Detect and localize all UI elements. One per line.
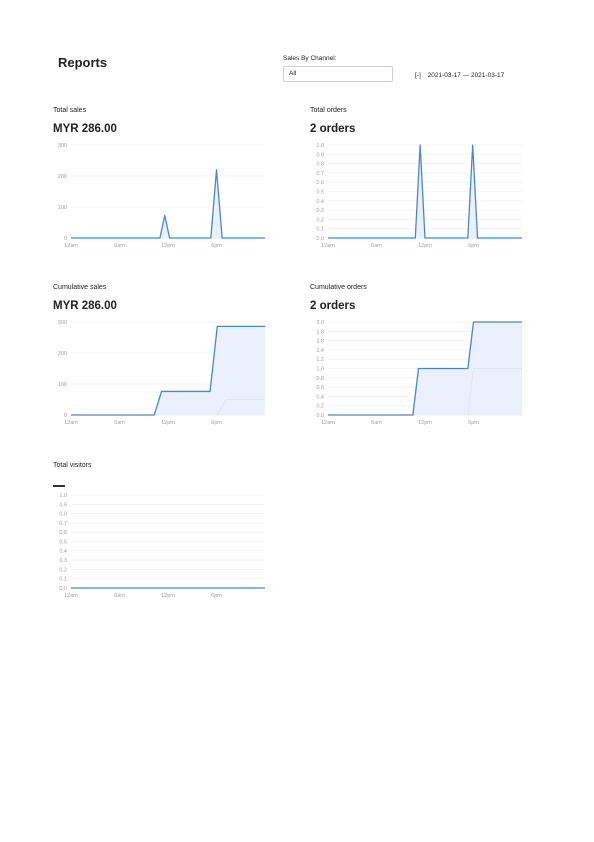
x-tick-label: 6am: [114, 593, 125, 599]
card-label: Total orders: [310, 107, 347, 114]
x-tick-label: 6am: [371, 243, 382, 249]
y-tick-label: 0.1: [59, 576, 67, 582]
y-tick-label: 0.0: [59, 586, 67, 592]
y-tick-label: 0: [64, 236, 67, 242]
y-tick-label: 300: [58, 320, 67, 326]
series-area: [71, 169, 265, 238]
series-line: [328, 321, 522, 416]
x-tick-label: 12am: [64, 420, 78, 426]
y-tick-label: 0.2: [316, 404, 324, 410]
y-tick-label: 0.6: [59, 530, 67, 536]
y-tick-label: 0.0: [316, 236, 324, 242]
y-tick-label: 200: [58, 174, 67, 180]
cumulative-sales-chart: 0 100 200 300 12am 6am 12pm 6pm: [58, 320, 265, 426]
x-tick-label: 12pm: [161, 420, 175, 426]
y-tick-label: 0.8: [59, 511, 67, 517]
sales-channel-label: Sales By Channel:: [283, 55, 337, 62]
y-tick-label: 0.3: [316, 208, 324, 214]
y-tick-label: 0.4: [316, 394, 324, 400]
card-value: 2 orders: [310, 123, 356, 135]
card-value: MYR 286.00: [53, 300, 117, 312]
card-label: Cumulative sales: [53, 284, 107, 291]
card-cumulative-sales: Cumulative sales MYR 286.00 0 100 200 300 12…: [53, 284, 269, 430]
y-tick-label: 1.0: [316, 143, 324, 149]
empty-value-dash: [53, 485, 65, 487]
card-total-orders: Total orders 2 orders 0.0 0.1 0.2 0.3 0.4 0.5…: [310, 107, 526, 253]
y-tick-label: 300: [58, 143, 67, 149]
series-line: [328, 144, 522, 239]
y-tick-label: 1.0: [59, 493, 67, 499]
y-tick-label: 0.1: [316, 227, 324, 233]
y-tick-label: 0.6: [316, 180, 324, 186]
x-tick-label: 6pm: [211, 420, 222, 426]
page-title: Reports: [58, 55, 108, 70]
card-value: MYR 286.00: [53, 123, 117, 135]
total-sales-chart: 0 100 200 300 12am 6am 12pm 6pm: [58, 143, 265, 249]
y-tick-label: 0.9: [316, 152, 324, 158]
x-tick-label: 12pm: [418, 243, 432, 249]
y-tick-label: 1.0: [316, 367, 324, 373]
x-tick-label: 6pm: [468, 420, 479, 426]
card-total-visitors: Total visitors 0.0 0.1 0.2 0.3 0.4 0.5 0.6 0.7 0…: [53, 462, 269, 603]
comparison-series-line: [467, 368, 522, 416]
y-tick-label: 0.7: [316, 171, 324, 177]
y-tick-label: 200: [58, 351, 67, 357]
y-tick-label: 100: [58, 205, 67, 211]
x-tick-label: 6am: [371, 420, 382, 426]
y-tick-label: 0.7: [59, 520, 67, 526]
y-tick-label: 0.3: [59, 558, 67, 564]
y-tick-label: 100: [58, 382, 67, 388]
y-tick-label: 0.5: [316, 190, 324, 196]
series-line: [71, 169, 265, 239]
x-tick-label: 6pm: [211, 243, 222, 249]
x-tick-label: 12pm: [418, 420, 432, 426]
y-tick-label: 0.5: [59, 539, 67, 545]
calendar-icon: [-]: [415, 72, 421, 79]
x-tick-label: 6am: [114, 243, 125, 249]
y-tick-label: 0.8: [316, 162, 324, 168]
y-tick-label: 0.4: [59, 548, 67, 554]
y-tick-label: 1.8: [316, 329, 324, 335]
card-label: Cumulative orders: [310, 284, 367, 291]
card-total-sales: Total sales MYR 286.00 0 100 200 300 12am 6am…: [53, 107, 269, 253]
y-tick-label: 1.6: [316, 339, 324, 345]
sales-channel-select[interactable]: All: [283, 66, 393, 82]
comparison-series-line: [216, 399, 265, 416]
x-tick-label: 6pm: [211, 593, 222, 599]
x-tick-label: 12am: [321, 420, 335, 426]
y-tick-label: 0.4: [316, 199, 324, 205]
x-tick-label: 12am: [64, 593, 78, 599]
y-tick-label: 0.6: [316, 385, 324, 391]
card-label: Total visitors: [53, 462, 92, 469]
date-range-picker[interactable]: [-] 2021-03-17 — 2021-03-17: [415, 72, 504, 79]
y-tick-label: 0.2: [59, 567, 67, 573]
x-tick-label: 6am: [114, 420, 125, 426]
y-tick-label: 1.4: [316, 348, 324, 354]
x-tick-label: 6pm: [468, 243, 479, 249]
date-range-text: 2021-03-17 — 2021-03-17: [427, 72, 505, 79]
x-tick-label: 12pm: [161, 593, 175, 599]
y-tick-label: 0.0: [316, 413, 324, 419]
card-label: Total sales: [53, 107, 87, 114]
total-visitors-chart: 0.0 0.1 0.2 0.3 0.4 0.5 0.6 0.7 0.8 0.9 1.0 12am 6am…: [59, 493, 265, 599]
y-tick-label: 0.8: [316, 376, 324, 382]
y-tick-label: 0: [64, 413, 67, 419]
series-area: [71, 326, 265, 415]
card-value: 2 orders: [310, 300, 356, 312]
y-tick-label: 1.2: [316, 357, 324, 363]
cumulative-orders-chart: 0.0 0.2 0.4 0.6 0.8 1.0 1.2 1.4 1.6 1.8 2.0 12am 6am…: [316, 320, 522, 426]
y-tick-label: 0.9: [59, 502, 67, 508]
card-cumulative-orders: Cumulative orders 2 orders 0.0 0.2 0.4 0.6 0…: [310, 284, 526, 430]
y-tick-label: 0.2: [316, 217, 324, 223]
x-tick-label: 12am: [64, 243, 78, 249]
total-orders-chart: 0.0 0.1 0.2 0.3 0.4 0.5 0.6 0.7 0.8 0.9 1.0 12am 6am…: [316, 143, 522, 249]
x-tick-label: 12pm: [161, 243, 175, 249]
x-tick-label: 12am: [321, 243, 335, 249]
series-line: [71, 325, 265, 416]
y-tick-label: 2.0: [316, 320, 324, 326]
